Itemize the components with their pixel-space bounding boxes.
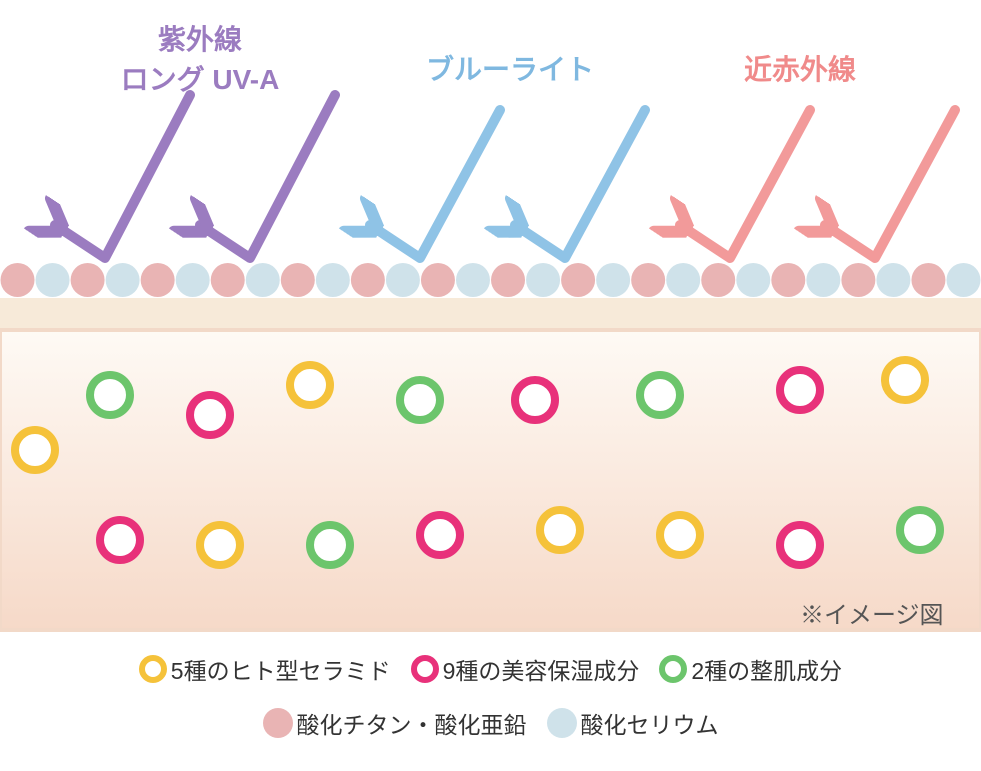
legend-item: 酸化チタン・酸化亜鉛 xyxy=(263,706,527,740)
label-bluelight: ブルーライト xyxy=(400,48,620,88)
legend-item: 2種の整肌成分 xyxy=(659,652,842,686)
legend-row-1: 5種のヒト型セラミド 9種の美容保湿成分 2種の整肌成分 xyxy=(0,652,981,686)
legend-ring-icon xyxy=(139,655,167,683)
legend-dot-icon xyxy=(547,708,577,738)
legend-item: 9種の美容保湿成分 xyxy=(411,652,640,686)
legend-text: 酸化チタン・酸化亜鉛 xyxy=(297,706,527,740)
legend-text: 5種のヒト型セラミド xyxy=(171,652,391,686)
legend-text: 2種の整肌成分 xyxy=(691,652,842,686)
legend-row-2: 酸化チタン・酸化亜鉛 酸化セリウム xyxy=(0,706,981,740)
legend-ring-icon xyxy=(411,655,439,683)
legend-ring-icon xyxy=(659,655,687,683)
legend-item: 5種のヒト型セラミド xyxy=(139,652,391,686)
image-note: ※イメージ図 xyxy=(800,595,944,630)
legend-dot-icon xyxy=(263,708,293,738)
label-uv: 紫外線 ロング UV-A xyxy=(95,18,305,98)
legend-text: 酸化セリウム xyxy=(581,706,719,740)
label-infrared: 近赤外線 xyxy=(710,48,890,88)
legend-text: 9種の美容保湿成分 xyxy=(443,652,640,686)
diagram-container: { "canvas": {"width": 981, "height": 771… xyxy=(0,0,981,771)
legend-item: 酸化セリウム xyxy=(547,706,719,740)
